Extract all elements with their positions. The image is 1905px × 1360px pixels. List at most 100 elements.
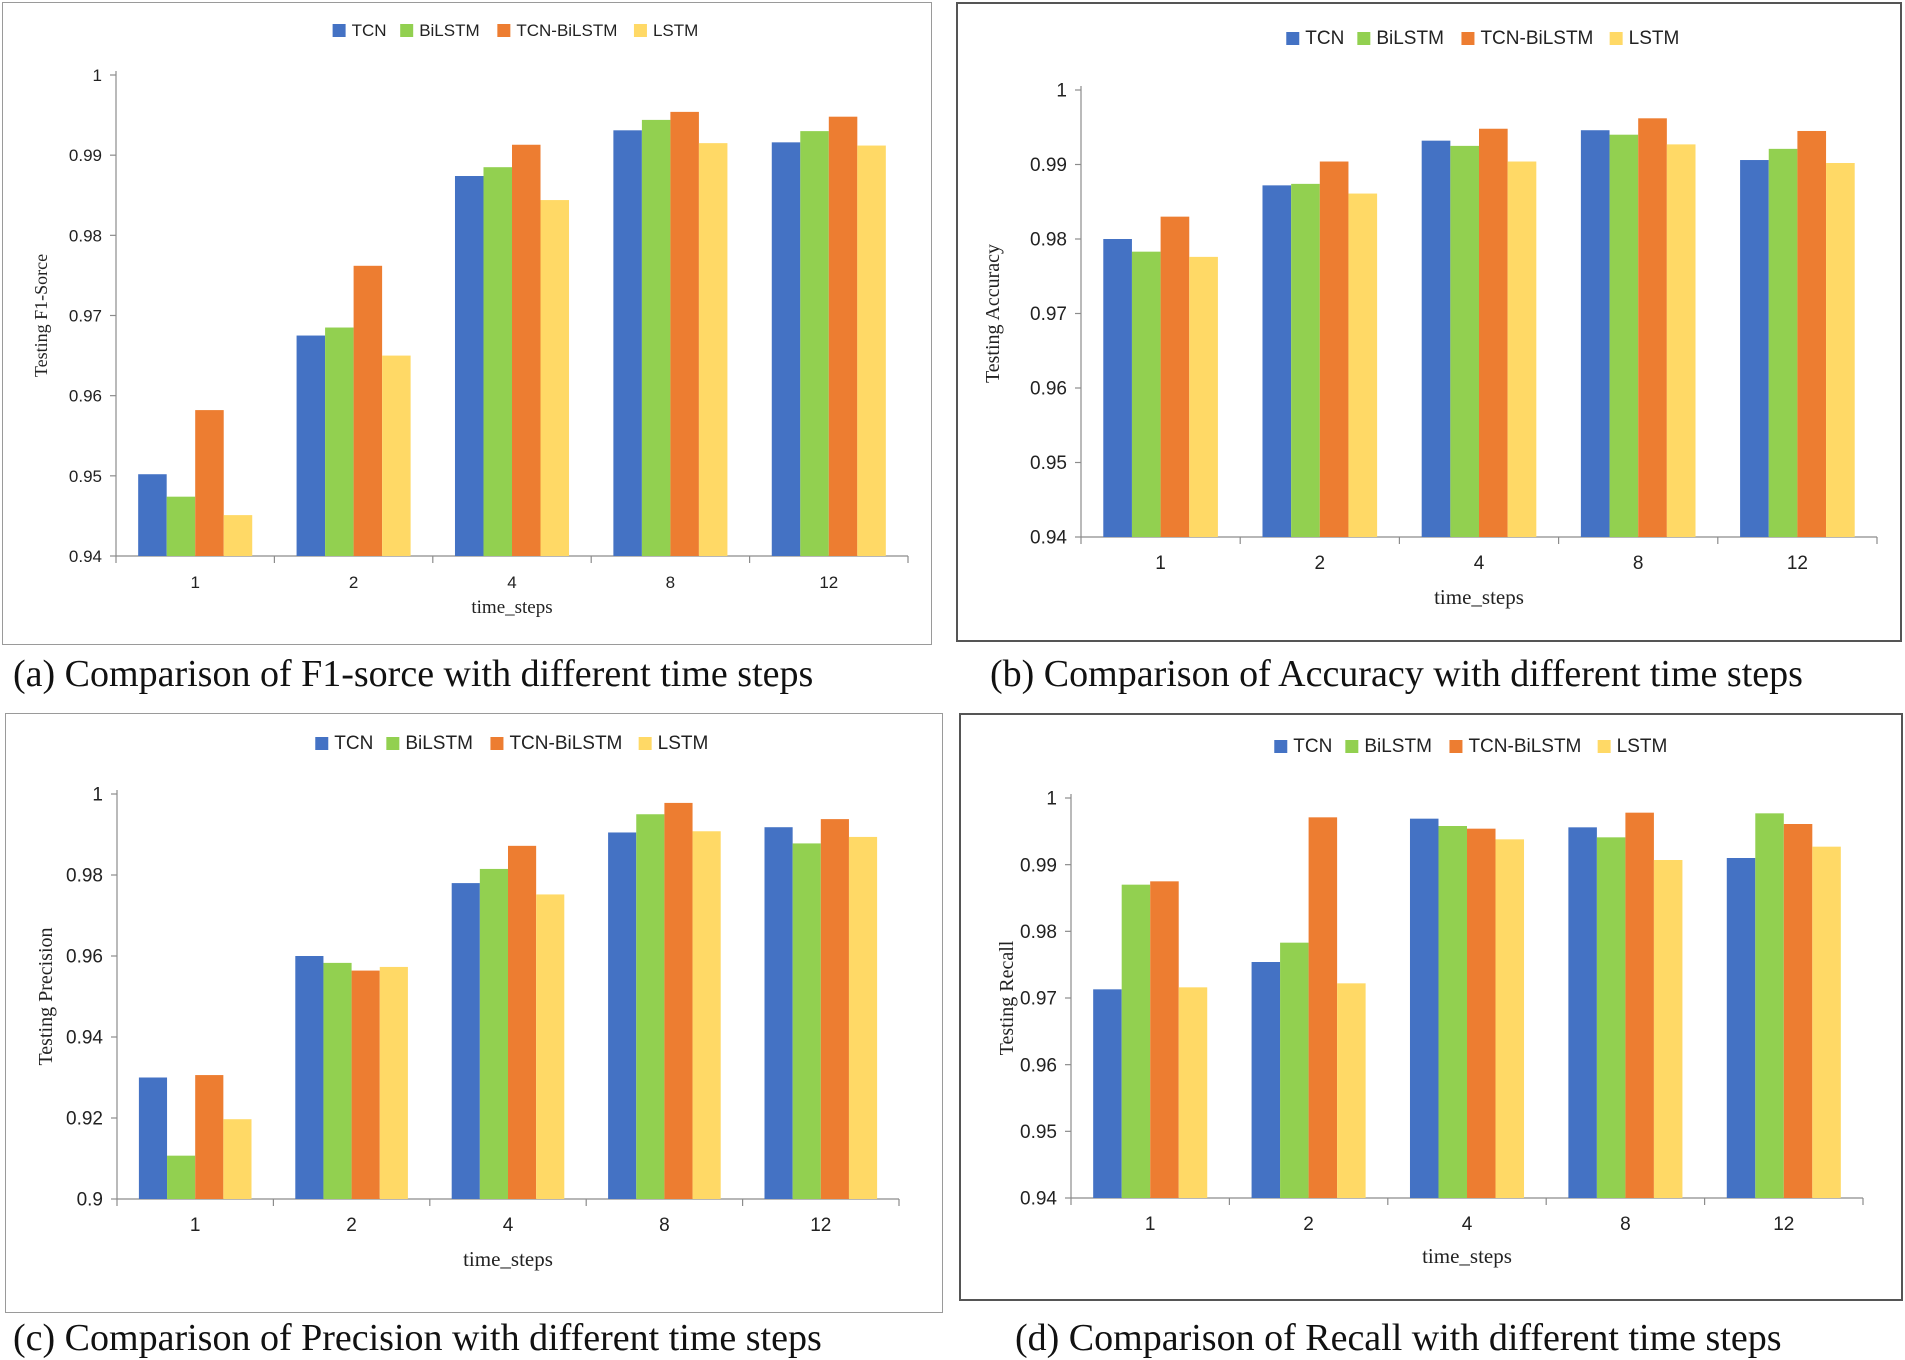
bar-lstm-1 [223,1119,252,1199]
legend-swatch-bilstm [400,24,414,37]
bar-tcn-8 [613,130,642,556]
bar-bilstm-1 [1121,884,1151,1198]
bar-lstm-12 [1826,163,1855,537]
y-tick-label: 0.98 [66,866,103,887]
bar-tcn-12 [764,827,793,1199]
legend-label-lstm: LSTM [1629,28,1680,49]
bar-bilstm-12 [800,131,829,556]
y-tick-label: 0.97 [69,306,102,325]
bar-tcn-bilstm-12 [828,116,858,556]
x-tick-label: 12 [810,1215,831,1236]
bar-lstm-4 [540,200,570,556]
legend-swatch-tcn [315,737,329,750]
bar-tcn-bilstm-2 [351,970,380,1199]
legend-swatch-tcn [1274,740,1288,753]
legend-label-bilstm: BiLSTM [1364,736,1432,757]
bar-lstm-1 [223,515,253,556]
bar-lstm-8 [1666,144,1696,537]
bar-tcn-bilstm-12 [1797,130,1827,537]
bar-bilstm-12 [1768,148,1798,538]
chart-panel-f1: 0.94 0.95 0.96 0.97 0.98 0.99 1 1 2 4 8 12 time_step… [2,2,932,645]
y-tick-label: 1 [92,785,103,806]
bar-tcn-bilstm-1 [195,1075,224,1199]
y-axis-title: Testing Precision [35,927,57,1065]
legend-label-tcn: TCN [352,21,387,40]
x-axis-title: time_steps [1434,585,1524,609]
bar-lstm-8 [692,831,721,1199]
bar-tcn-2 [295,956,324,1199]
bar-tcn-4 [454,176,484,556]
bar-tcn-bilstm-4 [512,144,541,556]
bar-tcn-8 [608,832,637,1199]
bar-lstm-8 [698,143,728,556]
bar-tcn-bilstm-2 [1308,817,1338,1198]
bar-lstm-2 [379,966,408,1199]
bar-lstm-12 [848,836,878,1199]
x-tick-label: 1 [1155,553,1166,574]
x-tick-label: 8 [666,573,675,592]
bar-bilstm-2 [325,327,354,556]
y-tick-label: 0.99 [1020,855,1057,876]
bar-tcn-bilstm-2 [1319,161,1349,537]
caption-recall: (d) Comparison of Recall with different … [1015,1317,1782,1359]
bar-bilstm-12 [792,843,821,1199]
x-tick-label: 12 [1773,1214,1794,1235]
bar-tcn-bilstm-8 [664,802,693,1199]
bar-tcn-bilstm-12 [820,819,849,1199]
legend-label-bilstm: BiLSTM [419,21,479,40]
y-tick-label: 1 [1056,81,1067,102]
x-tick-label: 2 [1303,1214,1314,1235]
bar-lstm-2 [1337,983,1366,1198]
bar-tcn-4 [451,883,480,1199]
legend-label-bilstm: BiLSTM [1376,28,1444,49]
caption-f1: (a) Comparison of F1-sorce with differen… [13,653,814,695]
x-tick-label: 1 [190,1215,201,1236]
x-tick-label: 8 [1633,553,1644,574]
legend-label-tcn-bilstm: TCN-BiLSTM [509,733,622,754]
bar-tcn-1 [138,474,167,556]
bar-lstm-12 [1812,846,1841,1198]
y-tick-label: 0.99 [1030,155,1067,176]
x-tick-label: 1 [1145,1214,1156,1235]
bar-bilstm-1 [1131,251,1161,538]
y-axis-title: Testing Recall [996,940,1018,1055]
y-tick-label: 0.9 [77,1190,103,1211]
bar-tcn-2 [1251,962,1281,1198]
y-tick-label: 0.99 [69,146,102,165]
bar-tcn-1 [1093,989,1122,1198]
bar-tcn-4 [1409,818,1439,1198]
bar-tcn-12 [771,142,801,556]
legend-swatch-tcn [1286,32,1300,45]
bar-bilstm-4 [479,868,508,1199]
x-tick-label: 12 [1787,553,1808,574]
bar-tcn-2 [1262,185,1292,538]
caption-accuracy: (b) Comparison of Accuracy with differen… [990,653,1803,695]
bar-bilstm-8 [1596,837,1626,1198]
legend-label-lstm: LSTM [658,733,709,754]
legend-swatch-bilstm [386,737,400,750]
y-tick-label: 1 [93,66,102,85]
bar-tcn-1 [138,1077,168,1199]
bar-bilstm-8 [641,119,671,556]
y-tick-label: 0.96 [1020,1055,1057,1076]
y-tick-label: 0.96 [66,947,103,968]
bar-tcn-1 [1103,239,1132,537]
bar-lstm-1 [1178,987,1208,1198]
bar-tcn-bilstm-4 [1467,828,1496,1198]
legend-label-bilstm: BiLSTM [405,733,473,754]
legend-swatch-tcn-bilstm [497,24,511,37]
y-tick-label: 0.97 [1030,304,1067,325]
x-tick-label: 4 [1462,1214,1473,1235]
bar-lstm-2 [1348,193,1378,537]
bar-bilstm-1 [166,496,196,556]
bar-bilstm-1 [167,1155,196,1199]
y-tick-label: 0.94 [66,1028,103,1049]
y-axis-title: Testing F1-Sorce [31,254,51,377]
legend-label-tcn-bilstm: TCN-BiLSTM [1468,736,1581,757]
legend-label-tcn: TCN [1305,28,1344,49]
y-tick-label: 0.98 [1030,230,1067,251]
bar-lstm-1 [1189,256,1218,537]
